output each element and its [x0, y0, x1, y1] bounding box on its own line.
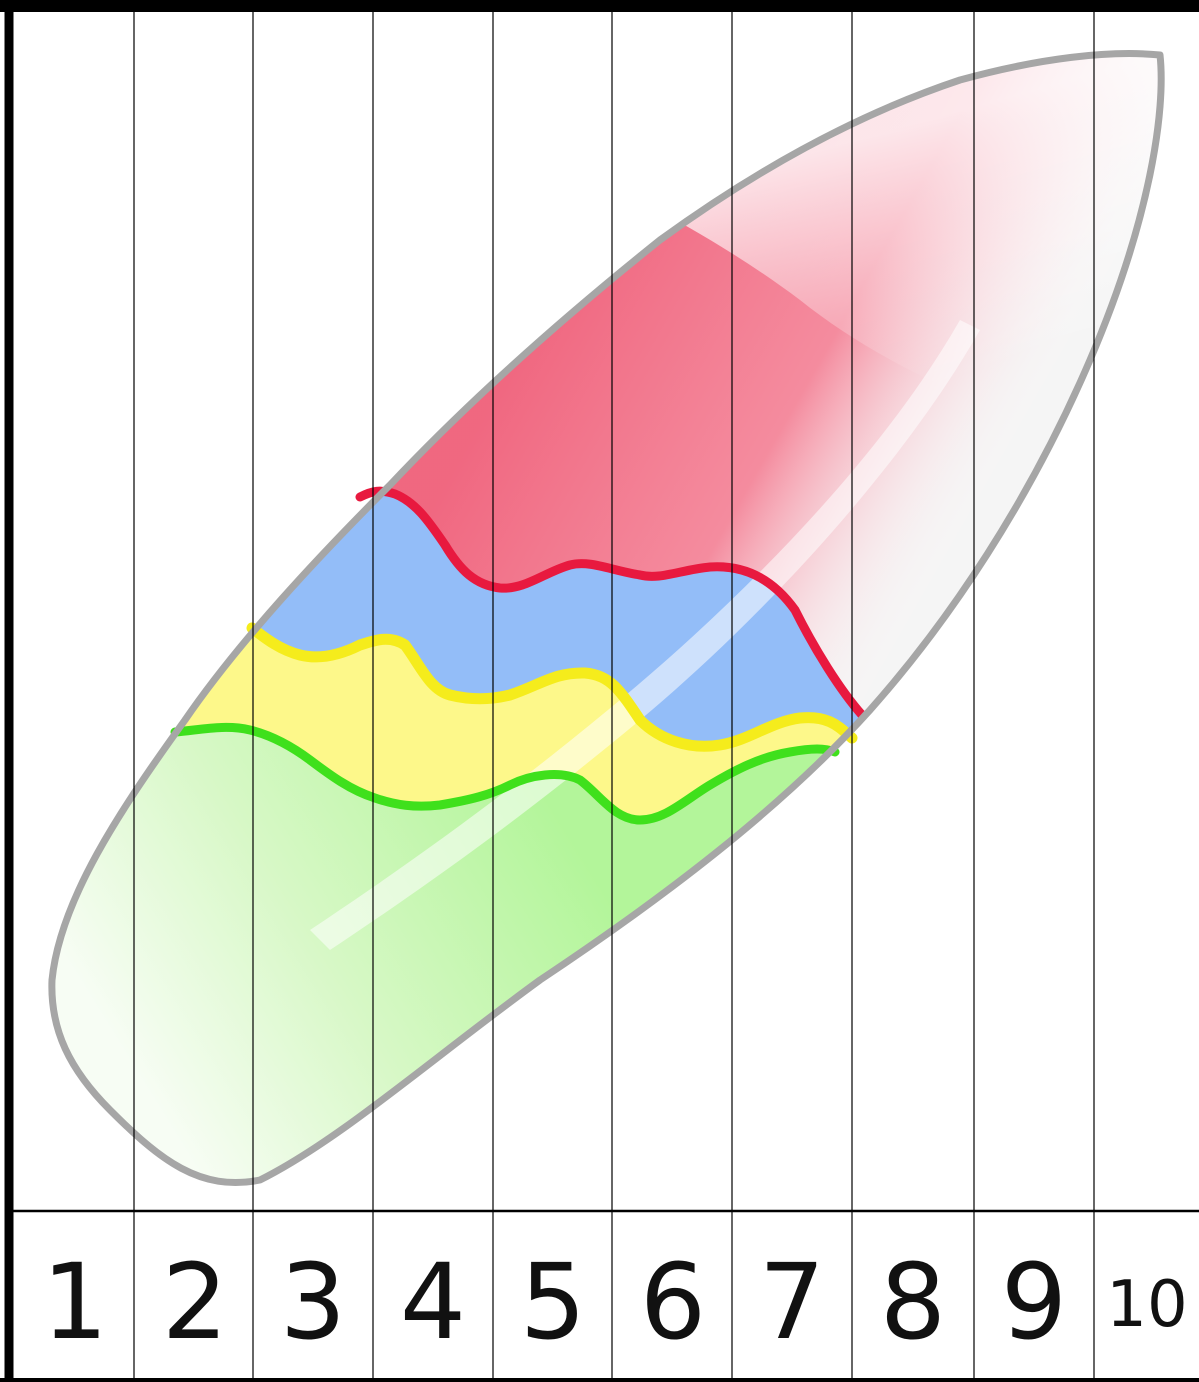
board-outline: [48, 50, 1165, 1187]
green-line: [170, 722, 840, 825]
board-shine: [310, 320, 980, 950]
strip-number-7: 7: [759, 1241, 825, 1363]
strip-dividers: [133, 12, 1095, 1382]
green-stripe: [51, 727, 860, 1183]
strip-number-3: 3: [280, 1241, 346, 1363]
strip-number-2: 2: [162, 1241, 228, 1363]
red-line: [355, 486, 867, 720]
strip-number-9: 9: [1001, 1241, 1067, 1363]
strip-number-1: 1: [42, 1241, 108, 1363]
strip-number-6: 6: [640, 1241, 706, 1363]
yellow-line: [246, 622, 858, 752]
strip-number-4: 4: [400, 1241, 466, 1363]
strip-number-5: 5: [520, 1241, 586, 1363]
strip-number-10: 10: [1106, 1268, 1187, 1342]
strip-number-8: 8: [880, 1241, 946, 1363]
strip-number-row: 1 2 3 4 5 6 7 8 9 10: [42, 1241, 1188, 1363]
